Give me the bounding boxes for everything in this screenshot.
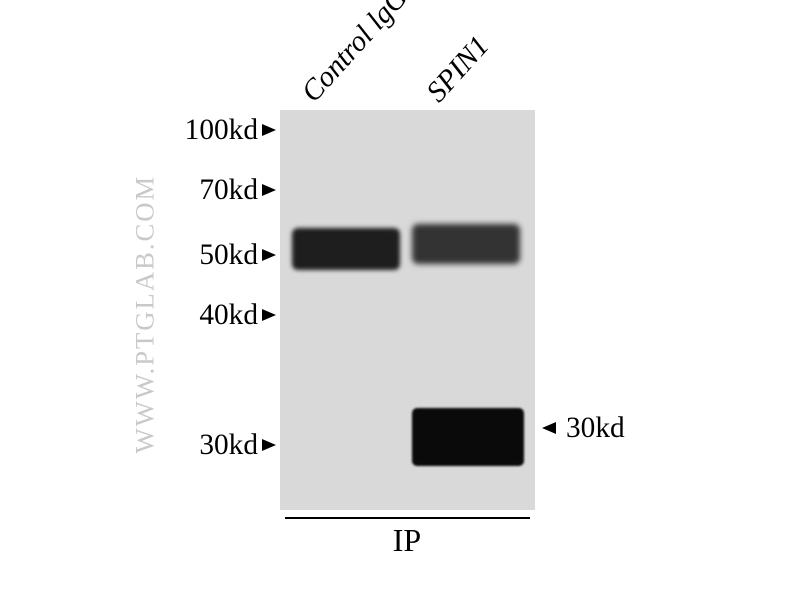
mw-arrow-icon — [262, 184, 276, 196]
blot-band — [412, 224, 520, 264]
result-arrow — [542, 422, 556, 434]
mw-label: 70kd — [199, 174, 258, 207]
mw-label: 100kd — [185, 114, 258, 147]
mw-label: 50kd — [199, 239, 258, 272]
blot-band — [412, 408, 524, 466]
result-label: 30kd — [566, 412, 625, 445]
blot-band — [292, 228, 400, 270]
mw-label: 30kd — [199, 429, 258, 462]
lane-underline — [285, 517, 530, 519]
figure-container: WWW.PTGLAB.COM 100kd 70kd 50kd 40kd 30kd Con… — [0, 0, 800, 600]
mw-arrow-icon — [262, 439, 276, 451]
ip-label: IP — [387, 522, 427, 559]
lane-label: Control lgG — [295, 0, 414, 109]
lane-label: SPIN1 — [420, 30, 496, 109]
mw-arrow-icon — [262, 309, 276, 321]
blot-image — [280, 110, 535, 510]
mw-arrow-icon — [262, 124, 276, 136]
mw-label: 40kd — [199, 299, 258, 332]
mw-arrow-icon — [262, 249, 276, 261]
watermark-text: WWW.PTGLAB.COM — [130, 194, 161, 454]
